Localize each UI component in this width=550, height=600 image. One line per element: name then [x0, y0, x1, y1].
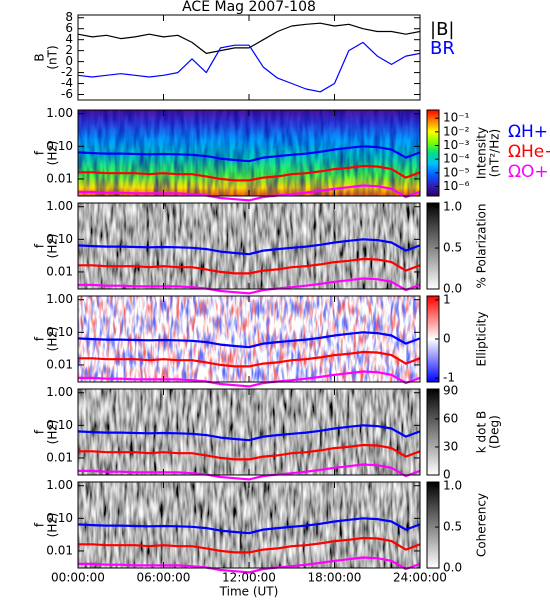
colorbar-label: Coherency — [475, 493, 489, 557]
series-line — [78, 257, 421, 275]
colorbar-tick-label: 1.0 — [443, 200, 462, 214]
series-line — [78, 443, 421, 461]
series-line — [77, 517, 421, 535]
colorbar-tick-label: 30 — [443, 439, 458, 453]
colorbar-tick-label: 10⁻² — [443, 124, 470, 138]
legend-entry: ΩH+ — [508, 122, 548, 142]
y-axis-label: (nT) — [46, 45, 60, 69]
y-tick-label: 0.10 — [46, 511, 73, 525]
y-tick-label: 1.00 — [46, 106, 73, 120]
colorbar-tick-label: 0.0 — [443, 561, 462, 575]
y-tick-label: 0.01 — [46, 264, 73, 278]
series-line — [77, 22, 421, 54]
colorbar — [426, 481, 440, 569]
colorbar — [426, 202, 440, 290]
x-tick-label: 00:00:00 — [51, 571, 105, 585]
series-line — [77, 331, 421, 349]
y-axis-label: (Hz) — [46, 513, 60, 538]
y-tick-label: 0.01 — [46, 357, 73, 371]
y-axis-label: B — [33, 53, 47, 61]
y-tick-label: 6 — [65, 21, 73, 35]
plot-frame — [77, 14, 421, 101]
x-tick-label: 18:00:00 — [308, 571, 362, 585]
x-tick-label: 24:00:00 — [393, 571, 447, 585]
chart-title: ACE Mag 2007-108 — [182, 0, 316, 15]
y-tick-label: 1.00 — [46, 385, 73, 399]
colorbar-tick-label: 90 — [443, 383, 458, 397]
series-line — [77, 145, 421, 163]
series-line — [77, 41, 421, 93]
series-line — [78, 350, 421, 368]
y-tick-label: 0.10 — [46, 232, 73, 246]
x-axis-label: Time (UT) — [219, 585, 279, 599]
y-axis-label: f — [33, 243, 47, 248]
colorbar-tick-label: 60 — [443, 411, 458, 425]
colorbar-tick-label: 0 — [443, 468, 451, 482]
y-axis-label: (Hz) — [46, 141, 60, 166]
series-line — [77, 424, 421, 442]
colorbar — [426, 109, 440, 197]
y-tick-label: 0.01 — [46, 171, 73, 185]
series-line — [78, 277, 421, 295]
colorbar-tick-label: 10⁻⁵ — [443, 165, 470, 179]
y-tick-label: 0.01 — [46, 543, 73, 557]
series-line — [78, 184, 421, 202]
y-axis-label: (Hz) — [46, 327, 60, 352]
colorbar-label: % Polarization — [475, 204, 489, 289]
y-axis-label: (Hz) — [46, 234, 60, 259]
y-tick-label: -2 — [61, 65, 73, 79]
y-tick-label: 8 — [65, 10, 73, 24]
colorbar-label: Ellipticity — [475, 312, 489, 367]
y-tick-label: 2 — [65, 43, 73, 57]
colorbar-tick-label: 0.5 — [443, 520, 462, 534]
y-axis-label: (Hz) — [46, 420, 60, 445]
series-line — [78, 463, 421, 481]
legend-entry: ΩO+ — [508, 162, 549, 182]
legend-entry: BR — [430, 38, 455, 59]
colorbar-label: (Deg) — [488, 415, 502, 449]
y-tick-label: 0.10 — [46, 418, 73, 432]
colorbar-tick-label: 0.5 — [443, 241, 462, 255]
legend-entry: |B| — [430, 19, 454, 40]
legend-entry: ΩHe+ — [508, 142, 550, 162]
colorbar-tick-label: 1 — [443, 292, 451, 306]
y-tick-label: 1.00 — [46, 478, 73, 492]
y-tick-label: 0.10 — [46, 139, 73, 153]
series-line — [78, 556, 421, 574]
y-tick-label: -4 — [61, 76, 73, 90]
series-line — [77, 238, 421, 256]
colorbar-tick-label: 10⁻¹ — [443, 111, 470, 125]
colorbar-label: k dot B — [475, 411, 489, 453]
y-tick-label: 0.01 — [46, 450, 73, 464]
y-axis-label: f — [33, 150, 47, 155]
colorbar-tick-label: 0.0 — [443, 282, 462, 296]
y-tick-label: 0.10 — [46, 325, 73, 339]
colorbar-tick-label: -1 — [443, 371, 455, 385]
colorbar-tick-label: 10⁻⁴ — [443, 152, 470, 166]
colorbar-tick-label: 1.0 — [443, 479, 462, 493]
colorbar-tick-label: 10⁻³ — [443, 138, 470, 152]
series-line — [78, 536, 421, 554]
x-tick-label: 12:00:00 — [222, 571, 276, 585]
y-tick-label: 1.00 — [46, 199, 73, 213]
colorbar-label: Intensity — [475, 127, 489, 179]
series-line — [78, 164, 421, 182]
colorbar — [426, 388, 440, 476]
colorbar-label: (nT²/Hz) — [488, 129, 502, 177]
y-tick-label: -6 — [61, 87, 73, 101]
y-axis-label: f — [33, 429, 47, 434]
series-line — [78, 370, 421, 388]
x-tick-label: 06:00:00 — [137, 571, 191, 585]
y-axis-label: f — [33, 336, 47, 341]
colorbar-tick-label: 0 — [443, 332, 451, 346]
y-tick-label: 4 — [65, 32, 73, 46]
y-axis-label: f — [33, 522, 47, 527]
y-tick-label: 0 — [65, 54, 73, 68]
colorbar-tick-label: 10⁻⁶ — [443, 179, 470, 193]
y-tick-label: 1.00 — [46, 292, 73, 306]
